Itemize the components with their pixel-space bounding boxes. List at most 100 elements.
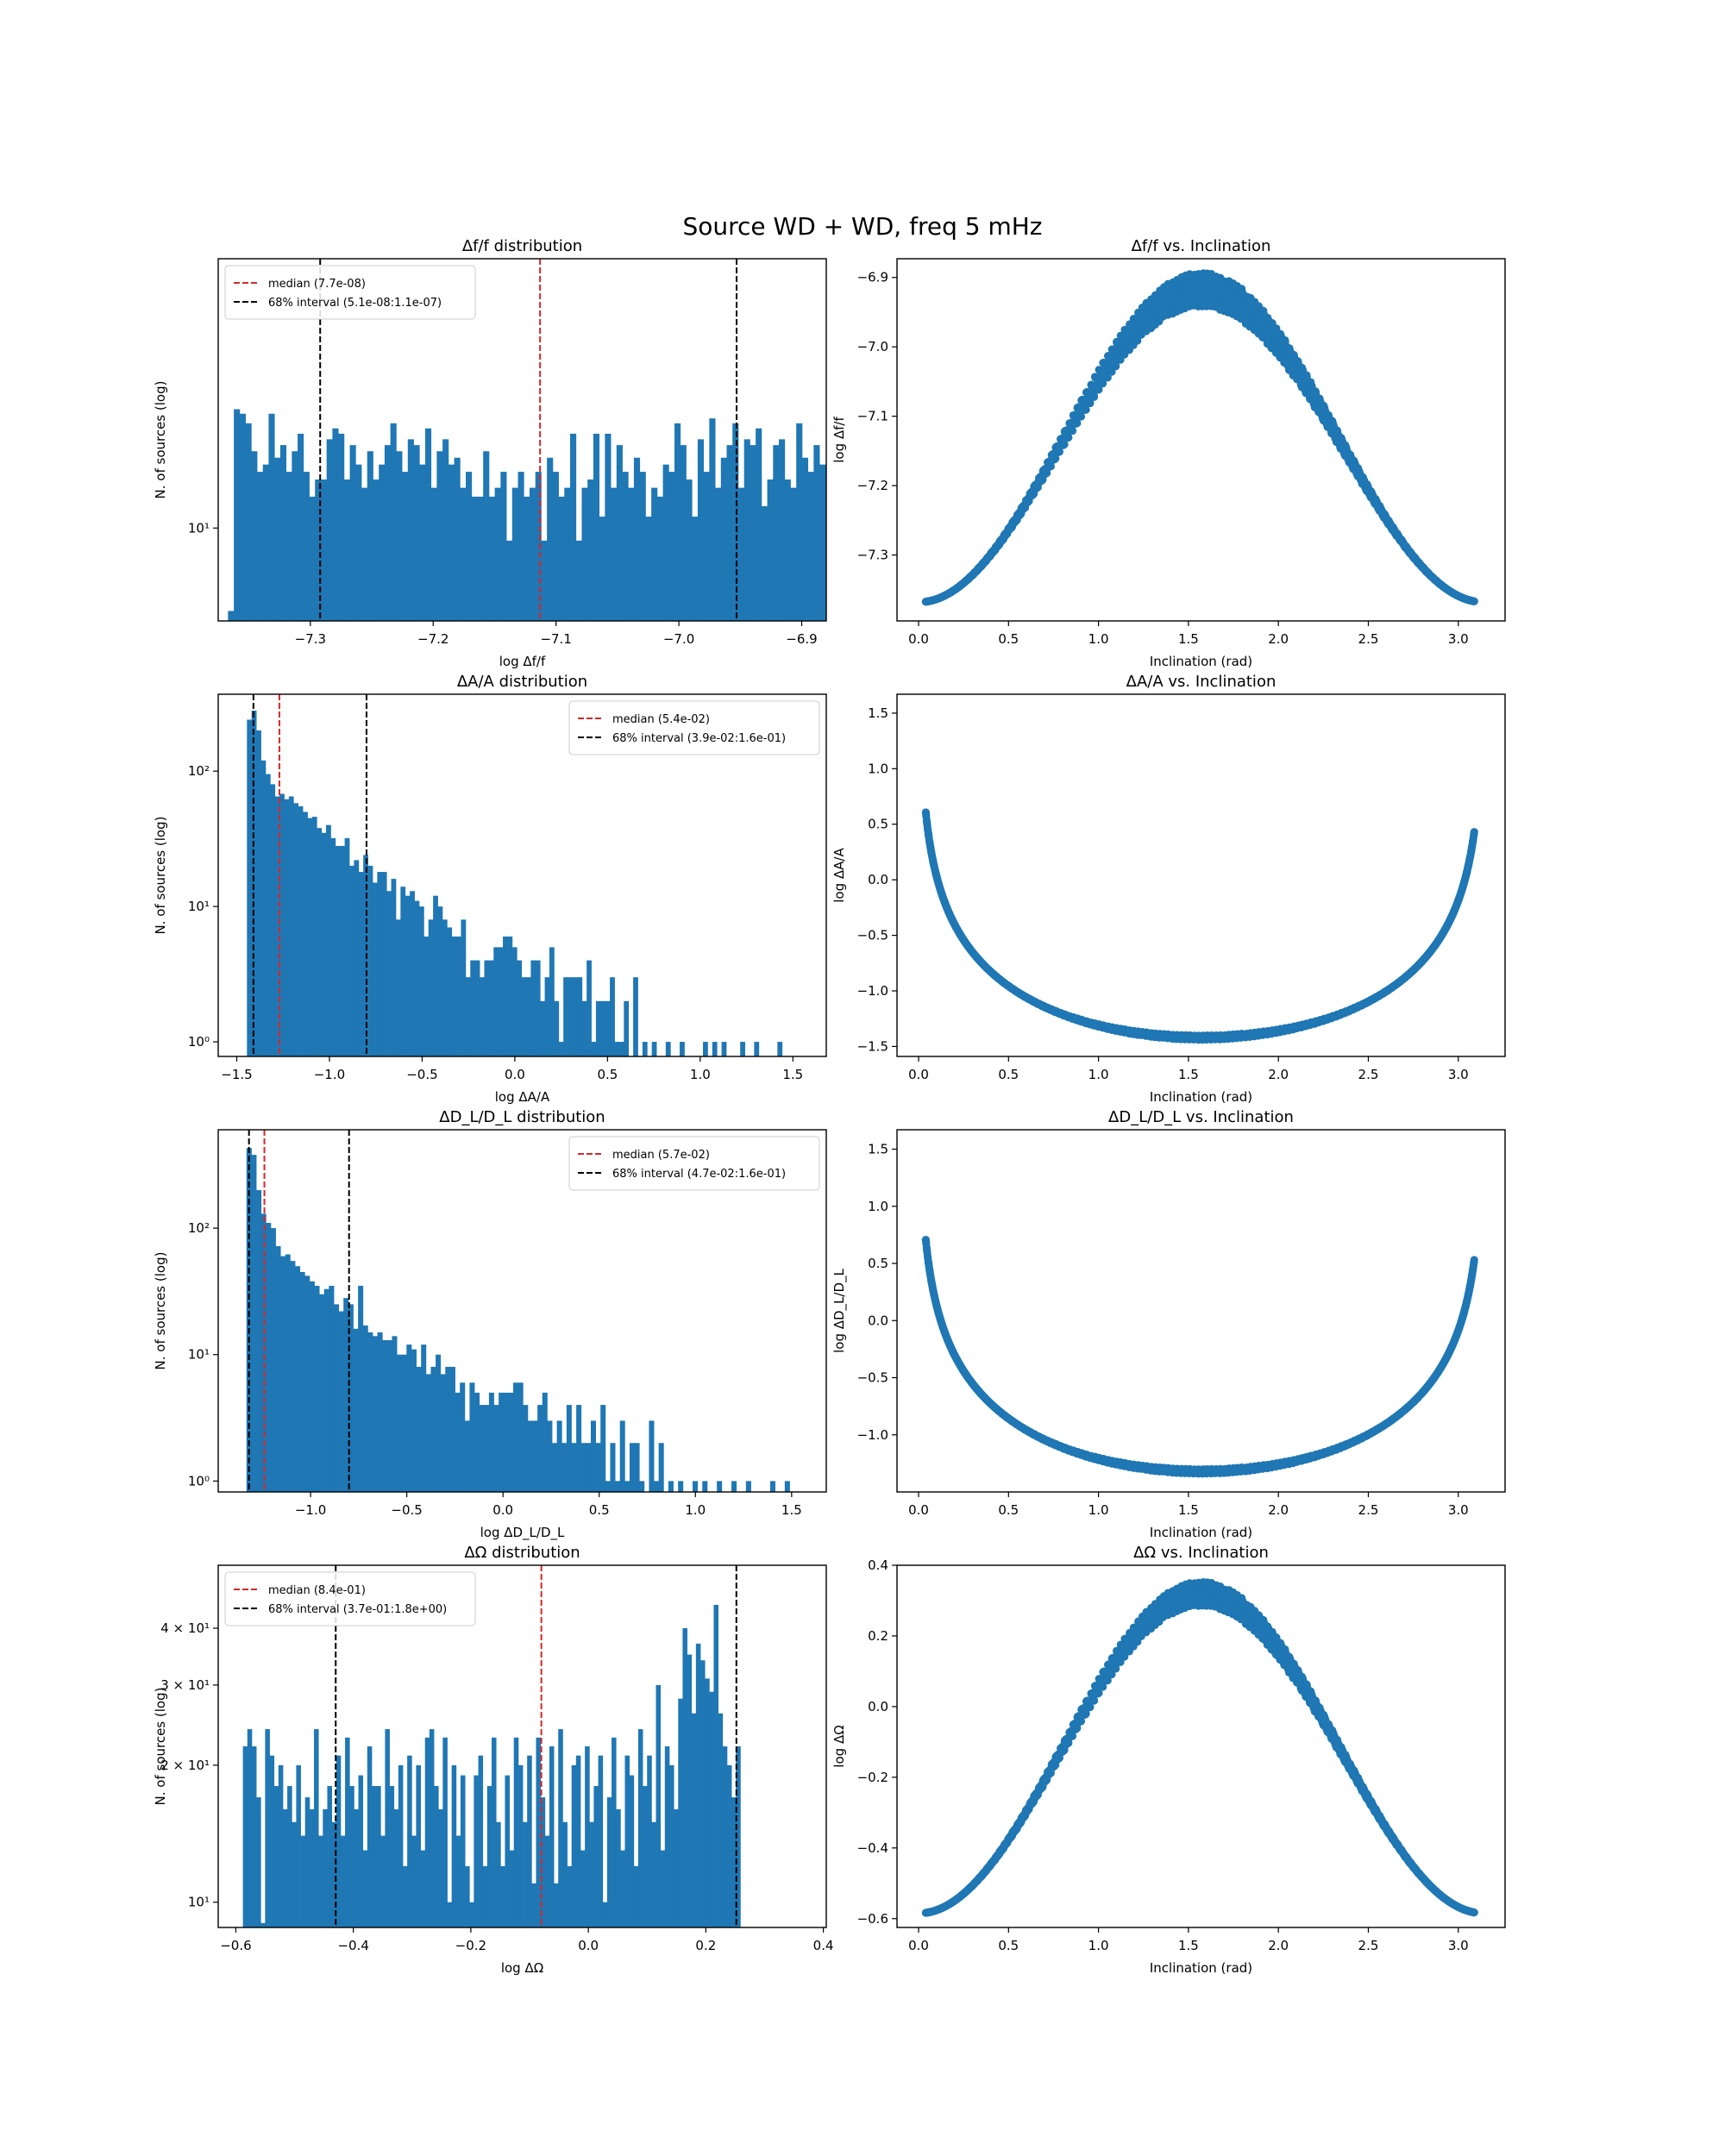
- scatter-point: [1013, 987, 1021, 997]
- histogram-bar: [769, 1481, 776, 1492]
- scatter-point: [940, 897, 949, 906]
- histogram-bar: [460, 487, 467, 621]
- histogram-bar: [392, 1336, 398, 1492]
- histogram-bar: [419, 464, 426, 621]
- histogram-bar: [386, 891, 392, 1056]
- scatter-point: [1222, 299, 1231, 308]
- histogram-bar: [801, 457, 809, 621]
- y-tick-label: −7.0: [857, 339, 888, 354]
- histogram-bar: [610, 1443, 616, 1492]
- scatter-point: [1451, 590, 1459, 599]
- x-tick-label: 3.0: [1448, 631, 1469, 647]
- histogram-bar: [761, 505, 768, 621]
- scatter-point: [1211, 1035, 1220, 1044]
- y-tick-label: −6.9: [857, 270, 888, 285]
- scatter-point: [1340, 1008, 1349, 1017]
- scatter-point: [1439, 928, 1448, 937]
- scatter-point: [1458, 884, 1467, 893]
- scatter-point: [1314, 406, 1323, 415]
- histogram-bar: [247, 719, 253, 1056]
- axes-title: ΔD_L/D_L distribution: [439, 1108, 605, 1126]
- y-tick-label: 10²: [188, 763, 210, 779]
- histogram-bar: [484, 1405, 490, 1492]
- scatter-point: [1051, 1006, 1059, 1015]
- x-tick-label: 1.5: [1178, 631, 1199, 647]
- scatter-point: [1458, 593, 1467, 602]
- x-tick-label: −7.1: [540, 631, 571, 647]
- histogram-bar: [285, 472, 292, 621]
- histogram-bar: [343, 479, 350, 621]
- histogram-bar: [622, 472, 629, 621]
- histogram-bar: [740, 1042, 745, 1056]
- histogram-bar: [561, 1443, 568, 1492]
- histogram-bar: [488, 496, 496, 621]
- histogram-bar: [703, 1042, 708, 1056]
- scatter-point: [1229, 281, 1239, 290]
- scatter-point: [1113, 339, 1122, 348]
- histogram-bar: [391, 879, 397, 1056]
- scatter-point: [1469, 837, 1477, 845]
- scatter-point: [1464, 861, 1473, 869]
- histogram-bar: [326, 824, 331, 1056]
- histogram-bar: [268, 413, 275, 621]
- histogram-bar: [619, 1420, 625, 1492]
- histogram-bar: [662, 464, 669, 621]
- axes-title: ΔA/A vs. Inclination: [1126, 673, 1276, 691]
- histogram-bar: [442, 919, 448, 1056]
- scatter-point: [1279, 341, 1288, 349]
- histogram-bar: [323, 1288, 329, 1492]
- legend-box: [568, 1136, 820, 1191]
- histogram-bar: [686, 479, 693, 621]
- histogram-bar: [586, 960, 592, 1056]
- scatter-point: [1156, 286, 1164, 295]
- y-axis-label: log ΔA/A: [831, 848, 847, 903]
- histogram-bar: [251, 1155, 257, 1492]
- histogram-bar: [396, 451, 403, 621]
- scatter-point: [1248, 303, 1258, 311]
- histogram-bar: [658, 1443, 664, 1492]
- histogram-bar: [416, 1366, 422, 1492]
- histogram-bar: [586, 1443, 592, 1492]
- scatter-point: [1150, 316, 1158, 324]
- scatter-point: [1192, 1034, 1201, 1043]
- scatter-point: [1106, 365, 1115, 374]
- histogram-bar: [924, 451, 930, 621]
- scatter-point: [925, 597, 934, 605]
- x-tick-label: −7.0: [663, 631, 694, 647]
- scatter-point: [1177, 273, 1186, 281]
- histogram-bar: [390, 423, 397, 621]
- scatter-point: [1029, 486, 1038, 495]
- scatter-point: [925, 838, 934, 848]
- histogram-bar: [911, 1481, 916, 1492]
- histogram-bar: [362, 1325, 368, 1492]
- histogram-bar: [303, 472, 310, 621]
- scatter-point: [963, 941, 972, 950]
- x-tick-label: −6.9: [786, 631, 817, 647]
- histogram-bar: [558, 496, 565, 621]
- x-tick-label: 0.5: [589, 1502, 610, 1518]
- histogram-bar: [290, 1261, 296, 1492]
- histogram-bar: [498, 947, 504, 1056]
- histogram-bar: [295, 1266, 301, 1492]
- histogram-bar: [721, 1042, 727, 1056]
- histogram-bar: [633, 977, 638, 1056]
- histogram-bar: [639, 1481, 645, 1492]
- histogram-bar: [656, 496, 663, 621]
- histogram-bar: [461, 919, 467, 1056]
- histogram-bar: [251, 451, 258, 621]
- scatter-point: [1081, 396, 1090, 404]
- scatter-point: [1283, 360, 1292, 368]
- histogram-bar: [500, 472, 507, 621]
- histogram-bar: [343, 1298, 349, 1492]
- panel-2: 0.0 0.5 1.0 1.5 2.0 2.5 3.0−6.9−7.0−7.1−7.2−7.…: [831, 237, 1506, 669]
- scatter-point: [1340, 443, 1349, 452]
- histogram-bar: [270, 1228, 276, 1492]
- scatter-point: [1093, 373, 1101, 382]
- histogram-bar: [284, 799, 290, 1056]
- histogram-bar: [654, 1481, 660, 1492]
- histogram-bar: [750, 445, 756, 621]
- histogram-bar: [406, 1344, 412, 1492]
- scatter-point: [1158, 310, 1167, 319]
- histogram-bar: [595, 1000, 601, 1056]
